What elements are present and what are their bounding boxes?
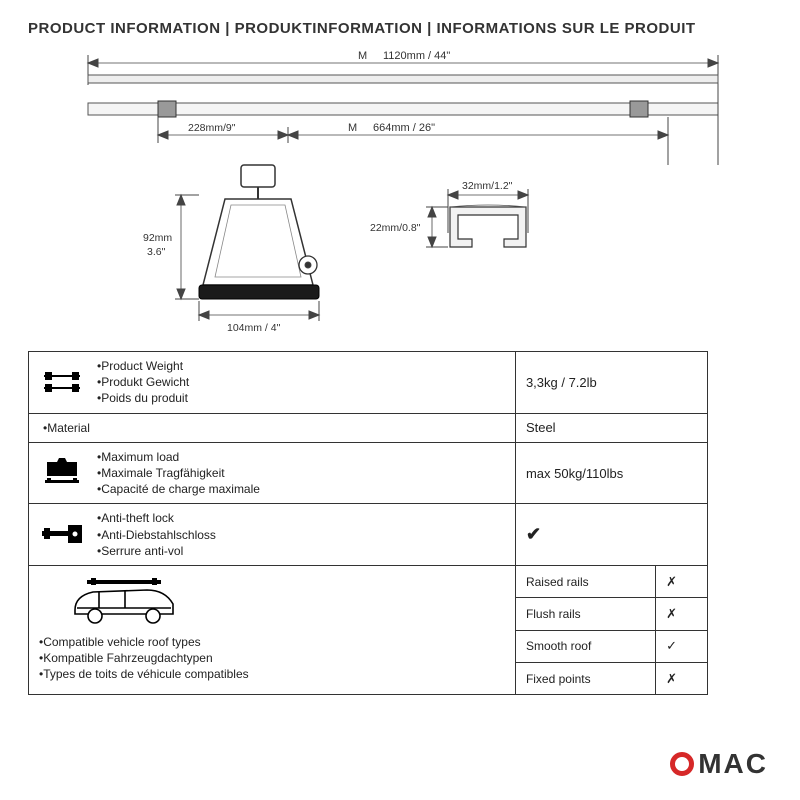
compat-row-3-mark: ✗	[656, 663, 708, 695]
compat-row-1-mark: ✗	[656, 598, 708, 630]
dimension-diagram: M 1120mm / 44" 228mm/9" M 664mm / 26"	[28, 45, 772, 345]
material-value: Steel	[515, 413, 707, 442]
spec-table: •Product Weight •Produkt Gewicht •Poids …	[28, 351, 708, 695]
profile-w: 32mm/1.2"	[462, 180, 513, 192]
page-title: PRODUCT INFORMATION | PRODUKTINFORMATION…	[28, 20, 772, 37]
compat-label-1: •Kompatible Fahrzeugdachtypen	[39, 650, 249, 666]
maxload-label-2: •Capacité de charge maximale	[97, 481, 260, 497]
dim-664: 664mm / 26"	[373, 122, 435, 134]
weight-label-1: •Produkt Gewicht	[97, 374, 189, 390]
antitheft-label-0: •Anti-theft lock	[97, 510, 216, 526]
compat-row-3-name: Fixed points	[515, 663, 655, 695]
dim-top-label: 1120mm / 44"	[383, 50, 450, 62]
weight-label-2: •Poids du produit	[97, 390, 189, 406]
weight-value: 3,3kg / 7.2lb	[515, 352, 707, 414]
maxload-label-0: •Maximum load	[97, 449, 260, 465]
foot-w: 104mm / 4"	[227, 322, 281, 334]
logo-o-icon	[670, 752, 694, 776]
dim-top-letter: M	[358, 50, 367, 62]
weight-label-0: •Product Weight	[97, 358, 189, 374]
load-icon	[39, 458, 85, 488]
compat-label-2: •Types de toits de véhicule compatibles	[39, 666, 249, 682]
compat-row-2-name: Smooth roof	[515, 630, 655, 662]
compat-row-2-mark: ✓	[656, 630, 708, 662]
compat-row-1-name: Flush rails	[515, 598, 655, 630]
brand-logo: MAC	[670, 748, 768, 780]
antitheft-value: ✔	[515, 504, 707, 566]
antitheft-label-2: •Serrure anti-vol	[97, 543, 216, 559]
antitheft-label-1: •Anti-Diebstahlschloss	[97, 527, 216, 543]
foot-h-in: 3.6"	[147, 246, 166, 258]
compat-row-0-name: Raised rails	[515, 565, 655, 597]
bars-icon	[39, 368, 85, 396]
profile-h: 22mm/0.8"	[370, 222, 421, 234]
compat-row-0-mark: ✗	[656, 565, 708, 597]
maxload-value: max 50kg/110lbs	[515, 442, 707, 504]
logo-text: MAC	[698, 748, 768, 780]
dim-664-letter: M	[348, 122, 357, 134]
foot-h-mm: 92mm	[143, 232, 172, 244]
material-label: •Material	[43, 420, 505, 436]
lock-icon	[39, 523, 85, 547]
maxload-label-1: •Maximale Tragfähigkeit	[97, 465, 260, 481]
dim-228: 228mm/9"	[188, 122, 236, 134]
compat-label-0: •Compatible vehicle roof types	[39, 634, 249, 650]
car-icon	[39, 578, 179, 626]
